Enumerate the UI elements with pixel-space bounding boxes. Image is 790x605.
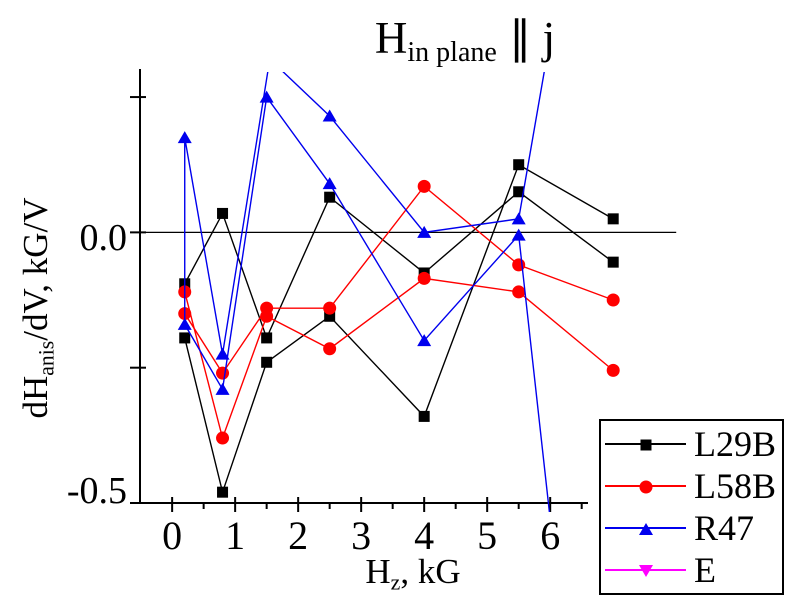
triangle-up-marker-icon — [638, 523, 653, 535]
data-point-square — [324, 191, 336, 203]
x-tick-label-2: 2 — [288, 513, 309, 558]
x-tick-label-1: 1 — [225, 513, 246, 558]
data-point-triangle-up — [215, 347, 230, 360]
data-point-square — [261, 356, 273, 368]
legend-item-L29B: L29B — [601, 423, 782, 465]
data-point-triangle-up — [511, 212, 526, 225]
data-point-circle — [417, 179, 431, 193]
series-line-R47 — [184, 72, 551, 512]
data-point-circle — [606, 363, 620, 377]
data-point-circle — [512, 258, 526, 272]
x-tick-label-3: 3 — [351, 513, 372, 558]
square-marker-icon — [640, 439, 651, 451]
data-point-square — [513, 186, 525, 198]
legend-label: L29B — [694, 424, 777, 464]
data-point-square — [261, 332, 273, 344]
x-axis-label-subscript: z — [390, 570, 401, 595]
title-parallel-j: ∥ j — [508, 13, 556, 63]
data-point-triangle-up — [322, 177, 337, 190]
data-point-square — [513, 159, 525, 171]
data-point-triangle-up — [417, 225, 432, 238]
series-L29B — [179, 159, 619, 498]
data-point-square — [607, 256, 619, 268]
legend-label: R47 — [694, 508, 755, 548]
y-tick-label--0.5: -0.5 — [66, 470, 127, 512]
legend-item-E: E — [601, 549, 782, 591]
x-tick-label-0: 0 — [162, 513, 183, 558]
title-subscript: in plane — [407, 36, 497, 68]
series-L58B — [178, 179, 620, 445]
data-point-circle — [417, 271, 431, 285]
series-layer — [177, 72, 620, 512]
legend-line — [605, 480, 686, 494]
data-point-circle — [323, 301, 337, 315]
data-point-triangle-up — [259, 90, 274, 103]
data-point-triangle-up — [511, 228, 526, 241]
x-tick-label-5: 5 — [477, 513, 498, 558]
circle-marker-icon — [639, 480, 652, 494]
triangle-down-marker-icon — [638, 565, 653, 577]
data-point-square — [217, 207, 229, 219]
x-tick-label-4: 4 — [414, 513, 435, 558]
data-point-square — [324, 310, 336, 322]
data-point-square — [217, 486, 229, 498]
data-point-circle — [606, 293, 620, 307]
title-main: H — [374, 13, 408, 63]
axis-ticks — [130, 96, 583, 512]
y-axis-label: dHanis/dV, kG/V — [16, 197, 59, 419]
data-point-square — [607, 213, 619, 225]
legend-item-L58B: L58B — [601, 465, 782, 507]
y-axis-label-subscript: anis — [34, 340, 59, 376]
data-point-circle — [512, 285, 526, 299]
series-R47 — [177, 72, 551, 512]
data-point-triangle-up — [177, 131, 192, 144]
data-point-triangle-up — [417, 334, 432, 347]
legend-item-R47: R47 — [601, 507, 782, 549]
data-point-triangle-up — [215, 382, 230, 395]
legend-label: E — [694, 550, 716, 590]
data-point-triangle-up — [322, 109, 337, 122]
legend-line — [605, 523, 686, 535]
legend-box: L29B L58B R47 E — [599, 419, 784, 595]
y-tick-label-0.0: 0.0 — [79, 217, 128, 260]
x-axis-label: Hz, kG — [365, 552, 461, 595]
data-point-triangle-up — [177, 317, 192, 330]
data-point-square — [179, 332, 191, 344]
data-point-circle — [216, 431, 230, 445]
data-point-circle — [216, 366, 230, 380]
chart-title: Hin plane ∥ j — [290, 12, 640, 79]
legend-line — [605, 439, 686, 451]
data-point-circle — [323, 342, 337, 356]
legend-label: L58B — [694, 466, 777, 506]
data-point-square — [418, 410, 430, 422]
data-point-circle — [260, 301, 274, 315]
legend-line — [605, 565, 686, 577]
x-tick-label-6: 6 — [540, 513, 561, 558]
